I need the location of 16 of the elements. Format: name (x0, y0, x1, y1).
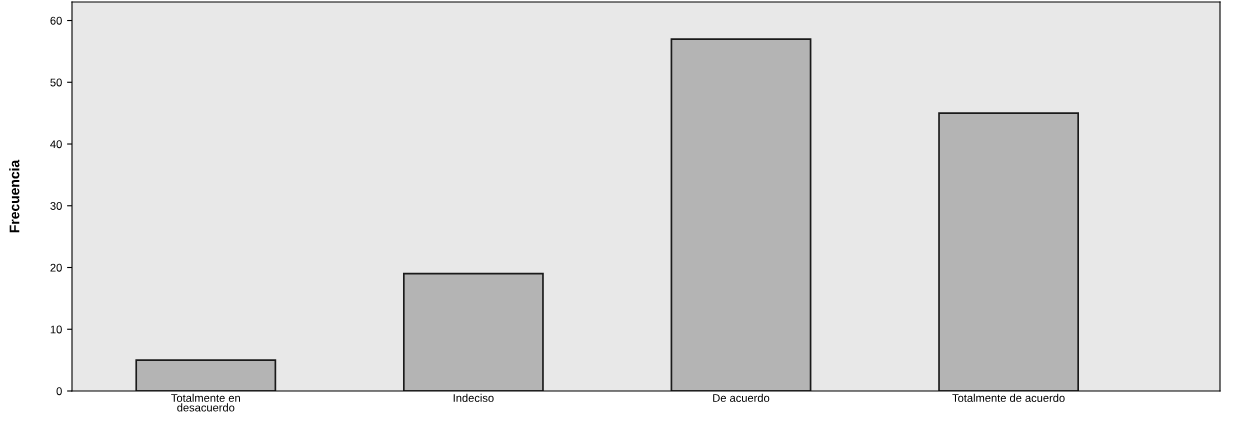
bar (402, 272, 544, 391)
y-tick-label: 50 (50, 78, 62, 87)
y-tick-label: 30 (50, 202, 62, 210)
x-tick-label: Indeciso (453, 393, 494, 402)
bar (135, 359, 277, 391)
x-tick-label: Totalmente de acuerdo (952, 393, 1065, 402)
y-tick-label: 0 (56, 387, 62, 396)
x-tick-label: De acuerdo (713, 393, 770, 402)
bar (670, 38, 812, 391)
bar (938, 112, 1080, 391)
x-tick-label: Totalmente en desacuerdo (171, 393, 240, 412)
y-tick-label: 10 (50, 325, 62, 334)
y-tick-label: 40 (50, 140, 62, 149)
y-tick-label: 60 (50, 16, 62, 25)
y-axis-title: Frecuencia (9, 159, 20, 233)
y-tick-label: 20 (50, 263, 62, 272)
